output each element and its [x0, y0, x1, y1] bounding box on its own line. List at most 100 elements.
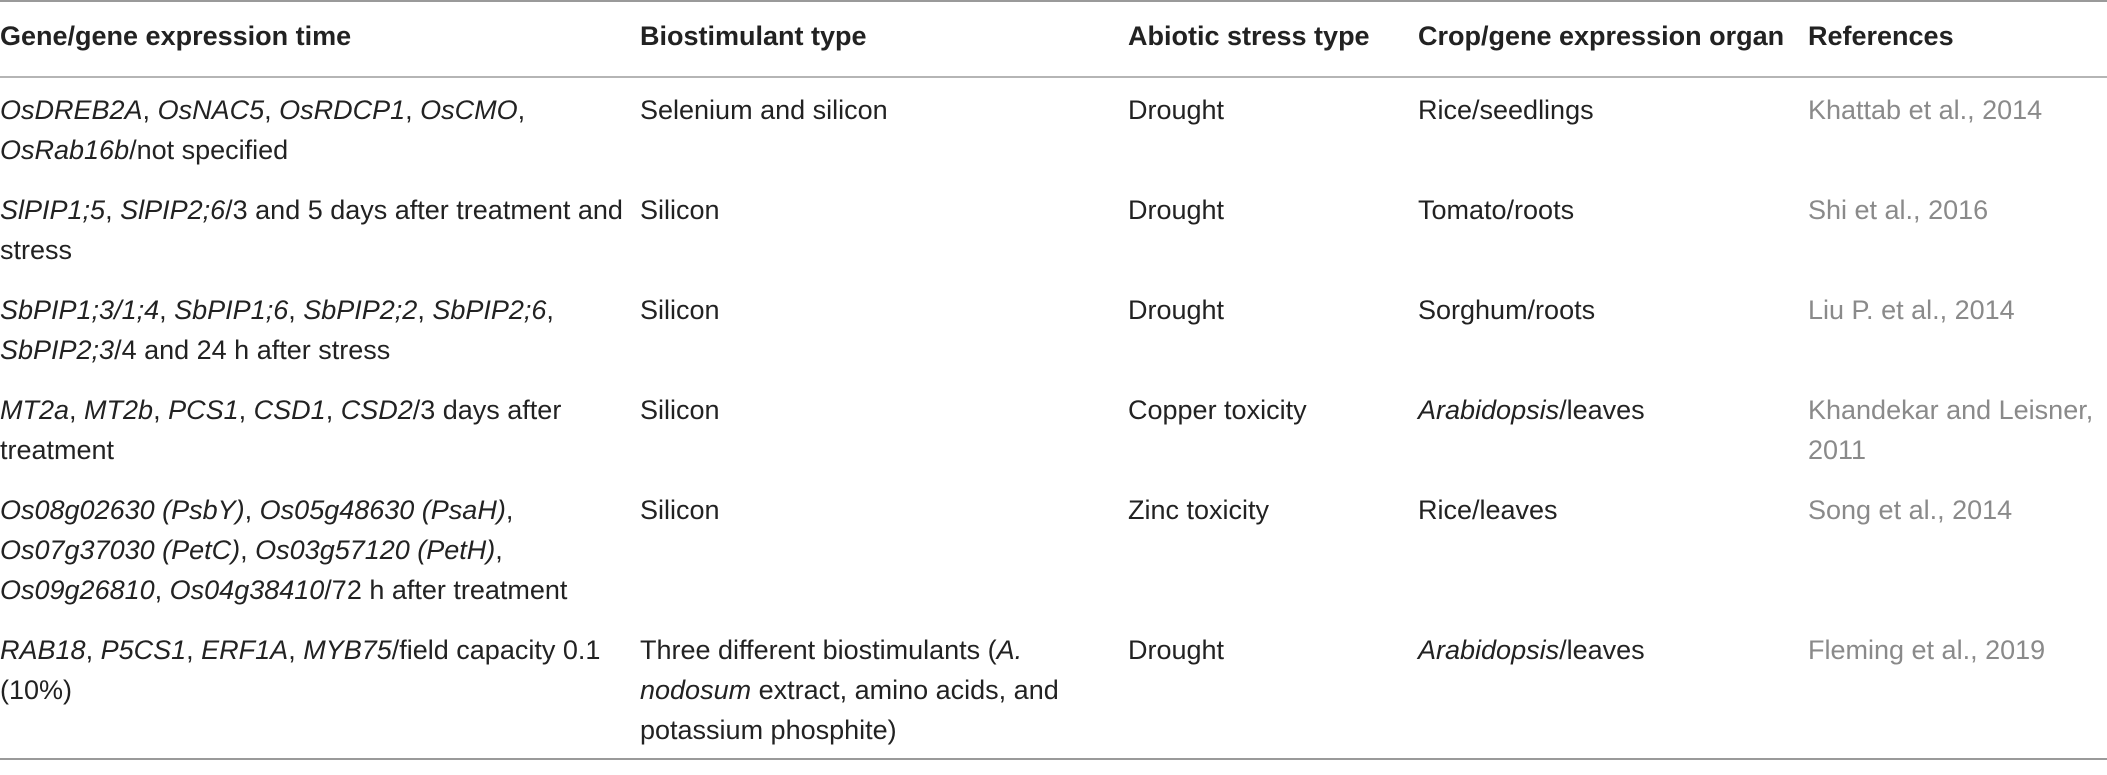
cell-text: OsCMO: [420, 95, 518, 125]
cell-text: Os03g57120 (PetH): [255, 535, 496, 565]
cell-text: Rice/leaves: [1418, 495, 1558, 525]
table-cell: Silicon: [640, 178, 1128, 278]
table-cell: Zinc toxicity: [1128, 478, 1418, 618]
table-cell: Khattab et al., 2014: [1808, 77, 2107, 178]
cell-text: SlPIP1;5: [0, 195, 106, 225]
cell-text: ,: [240, 535, 256, 565]
table-cell: Selenium and silicon: [640, 77, 1128, 178]
cell-text: ,: [105, 195, 121, 225]
cell-text: CSD1: [253, 395, 326, 425]
cell-text: Silicon: [640, 295, 720, 325]
cell-text: Khandekar and Leisner, 2011: [1808, 395, 2094, 465]
table-body: OsDREB2A, OsNAC5, OsRDCP1, OsCMO, OsRab1…: [0, 77, 2107, 759]
cell-text: ,: [288, 635, 304, 665]
table-cell: Khandekar and Leisner, 2011: [1808, 378, 2107, 478]
cell-text: /leaves: [1559, 635, 1645, 665]
cell-text: /4 and 24 h after stress: [114, 335, 391, 365]
table-header: Gene/gene expression time Biostimulant ty…: [0, 1, 2107, 77]
cell-text: Tomato/roots: [1418, 195, 1575, 225]
cell-text: ,: [244, 495, 260, 525]
table-row: Os08g02630 (PsbY), Os05g48630 (PsaH), Os…: [0, 478, 2107, 618]
cell-text: ,: [417, 295, 433, 325]
cell-text: ,: [153, 395, 169, 425]
cell-text: ,: [546, 295, 554, 325]
cell-text: /leaves: [1559, 395, 1645, 425]
table-cell: Rice/leaves: [1418, 478, 1808, 618]
cell-text: Arabidopsis: [1418, 635, 1560, 665]
cell-text: ,: [142, 95, 158, 125]
table-cell: Arabidopsis/leaves: [1418, 618, 1808, 759]
cell-text: ,: [69, 395, 85, 425]
table-cell: Drought: [1128, 278, 1418, 378]
cell-text: /not specified: [129, 135, 289, 165]
cell-text: MT2b: [84, 395, 154, 425]
cell-text: ,: [325, 395, 341, 425]
cell-text: /3 and 5 days after treatment and stress: [0, 195, 623, 265]
cell-text: MYB75: [303, 635, 392, 665]
cell-text: ,: [495, 535, 503, 565]
cell-text: ERF1A: [201, 635, 289, 665]
cell-text: ,: [517, 95, 526, 125]
cell-text: ,: [405, 95, 421, 125]
cell-text: Drought: [1128, 195, 1225, 225]
cell-text: Drought: [1128, 295, 1225, 325]
table-cell: OsDREB2A, OsNAC5, OsRDCP1, OsCMO, OsRab1…: [0, 77, 640, 178]
table-cell: Drought: [1128, 618, 1418, 759]
cell-text: Rice/seedlings: [1418, 95, 1594, 125]
cell-text: Song et al., 2014: [1808, 495, 2013, 525]
column-header: Gene/gene expression time: [0, 21, 352, 51]
cell-text: Os04g38410: [169, 575, 325, 605]
table-cell: SlPIP1;5, SlPIP2;6/3 and 5 days after tr…: [0, 178, 640, 278]
cell-text: SbPIP1;3/1;4: [0, 295, 160, 325]
cell-text: SbPIP2;6: [432, 295, 547, 325]
table-row: SlPIP1;5, SlPIP2;6/3 and 5 days after tr…: [0, 178, 2107, 278]
cell-text: Fleming et al., 2019: [1808, 635, 2046, 665]
cell-text: /field capacity 0.1 (10%): [0, 635, 601, 705]
cell-text: Os05g48630 (PsaH): [259, 495, 506, 525]
table-row: RAB18, P5CS1, ERF1A, MYB75/field capacit…: [0, 618, 2107, 759]
cell-text: ,: [264, 95, 280, 125]
cell-text: extract, amino acids, and potassium phos…: [640, 675, 1059, 745]
cell-text: Os09g26810: [0, 575, 155, 605]
table-cell: Tomato/roots: [1418, 178, 1808, 278]
table-cell: Drought: [1128, 178, 1418, 278]
cell-text: OsNAC5: [157, 95, 265, 125]
table-cell: Liu P. et al., 2014: [1808, 278, 2107, 378]
cell-text: ,: [154, 575, 170, 605]
cell-text: ,: [85, 635, 101, 665]
cell-text: Shi et al., 2016: [1808, 195, 1989, 225]
column-header: Crop/gene expression organ: [1418, 21, 1785, 51]
cell-text: PCS1: [168, 395, 239, 425]
table-cell: Copper toxicity: [1128, 378, 1418, 478]
table-row: MT2a, MT2b, PCS1, CSD1, CSD2/3 days afte…: [0, 378, 2107, 478]
cell-text: ,: [288, 295, 304, 325]
table-row: OsDREB2A, OsNAC5, OsRDCP1, OsCMO, OsRab1…: [0, 77, 2107, 178]
header-row: Gene/gene expression time Biostimulant ty…: [0, 1, 2107, 77]
cell-text: SlPIP2;6: [120, 195, 226, 225]
cell-text: Sorghum/roots: [1418, 295, 1596, 325]
column-header: References: [1808, 21, 1954, 51]
cell-text: SbPIP2;3: [0, 335, 115, 365]
cell-text: OsDREB2A: [0, 95, 143, 125]
cell-text: Drought: [1128, 95, 1225, 125]
cell-text: Drought: [1128, 635, 1225, 665]
table-cell: Three different biostimulants (A. nodosu…: [640, 618, 1128, 759]
table-cell: Silicon: [640, 278, 1128, 378]
cell-text: Os08g02630 (PsbY): [0, 495, 245, 525]
cell-text: A. nodosum: [640, 635, 1023, 705]
cell-text: Copper toxicity: [1128, 395, 1307, 425]
table-cell: RAB18, P5CS1, ERF1A, MYB75/field capacit…: [0, 618, 640, 759]
table-cell: Silicon: [640, 378, 1128, 478]
cell-text: MT2a: [0, 395, 70, 425]
cell-text: Three different biostimulants (: [640, 635, 997, 665]
cell-text: Os07g37030 (PetC): [0, 535, 241, 565]
column-header: Biostimulant type: [640, 21, 867, 51]
cell-text: ,: [505, 495, 514, 525]
cell-text: Liu P. et al., 2014: [1808, 295, 2015, 325]
cell-text: Zinc toxicity: [1128, 495, 1270, 525]
cell-text: OsRab16b: [0, 135, 130, 165]
table-cell: Arabidopsis/leaves: [1418, 378, 1808, 478]
cell-text: /72 h after treatment: [324, 575, 568, 605]
table-cell: MT2a, MT2b, PCS1, CSD1, CSD2/3 days afte…: [0, 378, 640, 478]
